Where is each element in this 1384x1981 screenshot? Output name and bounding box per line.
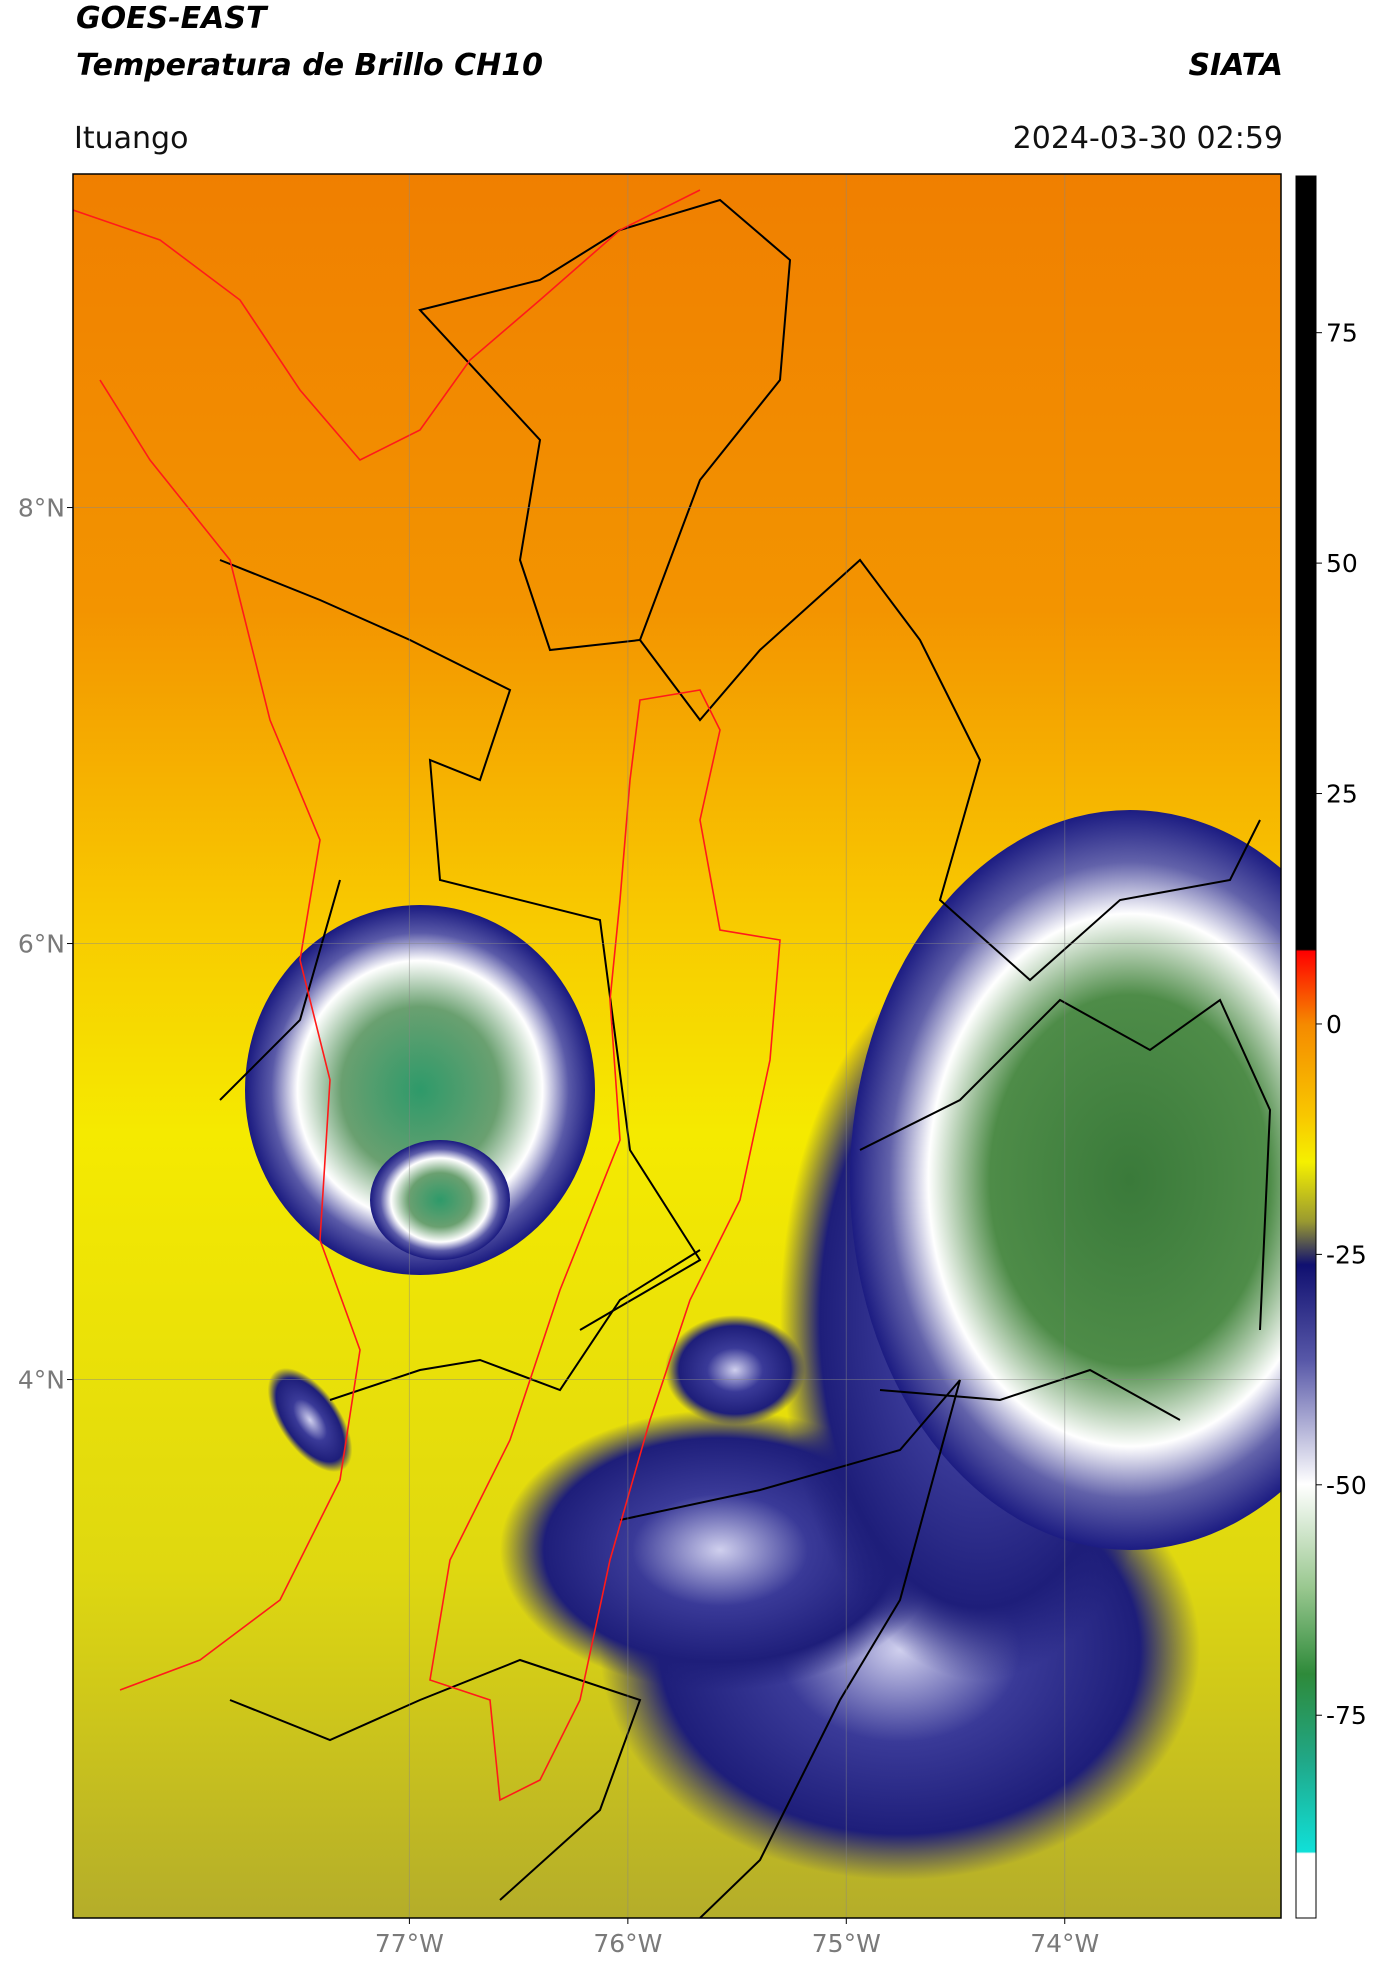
colorbar-tick-label: 75 [1326,319,1358,348]
colorbar-tick-label: 50 [1326,549,1358,578]
colorbar-tick-label: -75 [1326,1701,1367,1730]
source: SIATA [1189,48,1283,83]
x-tick-label: 75°W [812,1929,881,1958]
datetime: 2024-03-30 02:59 [1013,121,1283,156]
title: GOES-EAST [76,1,269,36]
colorbar-tick-label: 0 [1326,1010,1342,1039]
colorbar-tick-label: 25 [1326,780,1358,809]
subtitle: Temperatura de Brillo CH10 [76,48,543,83]
y-tick-label: 8°N [18,494,65,523]
x-tick-label: 76°W [593,1929,662,1958]
y-tick-label: 6°N [18,930,65,959]
map-frame [72,173,1282,1919]
colorbar [1295,175,1317,1919]
colorbar-tick-label: -50 [1326,1471,1367,1500]
y-tick-label: 4°N [18,1366,65,1395]
x-tick-label: 74°W [1030,1929,1099,1958]
colorbar-tick-label: -25 [1326,1240,1367,1269]
map [73,174,1281,1918]
x-tick-label: 77°W [375,1929,444,1958]
location: Ituango [74,121,188,156]
